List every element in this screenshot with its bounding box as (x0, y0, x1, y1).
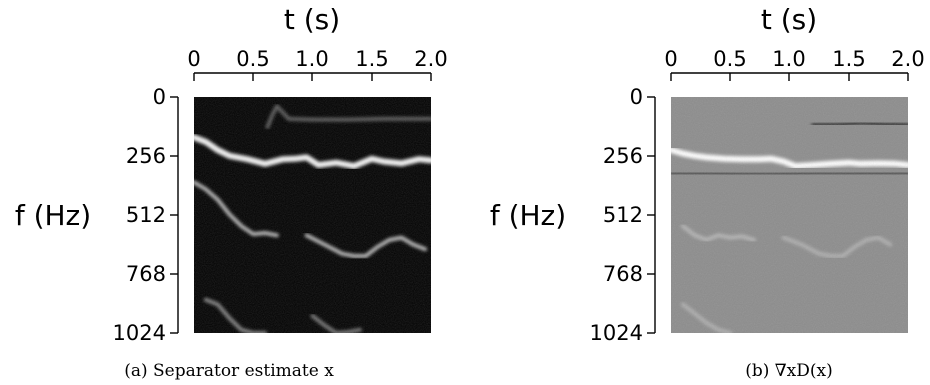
panel-b-xtick-label: 2.0 (891, 47, 924, 71)
panel-a-tracks (194, 97, 431, 333)
panel-a-xtick-label: 0.5 (236, 47, 269, 71)
panel-b-tracks (671, 97, 908, 333)
panel-a-xtick-label: 2.0 (414, 47, 447, 71)
panel-b-ytick-label: 256 (603, 144, 643, 168)
panel-b: t (s) f (Hz) 0 0.5 1.0 1.5 2.0 0 256 512… (490, 3, 925, 381)
panel-a-texture (194, 97, 431, 333)
panel-a-ytick-label: 512 (126, 203, 166, 227)
panel-b-ytick-label: 0 (630, 85, 643, 109)
panel-a-ticks: 0 0.5 1.0 1.5 2.0 0 256 512 768 1024 (113, 47, 448, 345)
panel-a-ytick-label: 256 (126, 144, 166, 168)
panel-a: t (s) f (Hz) 0 0.5 1.0 1.5 2.0 0 256 512… (15, 3, 448, 381)
panel-a-ylabel: f (Hz) (15, 199, 91, 232)
panel-a-xtick-label: 1.5 (355, 47, 388, 71)
panel-b-ytick-label: 512 (603, 203, 643, 227)
panel-a-xlabel: t (s) (284, 3, 340, 36)
panel-b-ylabel: f (Hz) (490, 199, 566, 232)
panel-b-texture (671, 97, 908, 333)
panel-b-xtick-label: 1.0 (772, 47, 805, 71)
panel-b-xtick-label: 1.5 (832, 47, 865, 71)
panel-b-xtick-label: 0.5 (713, 47, 746, 71)
panel-a-ytick-label: 1024 (113, 321, 166, 345)
panel-b-xtick-label: 0 (664, 47, 677, 71)
panel-a-xtick-label: 0 (187, 47, 200, 71)
panel-b-ytick-label: 768 (603, 262, 643, 286)
panel-a-caption: (a) Separator estimate x (124, 361, 334, 381)
panel-a-ytick-label: 768 (126, 262, 166, 286)
panel-b-ticks: 0 0.5 1.0 1.5 2.0 0 256 512 768 1024 (590, 47, 925, 345)
panel-b-ytick-label: 1024 (590, 321, 643, 345)
panel-a-ytick-label: 0 (153, 85, 166, 109)
panel-b-xlabel: t (s) (761, 3, 817, 36)
panel-a-xtick-label: 1.0 (295, 47, 328, 71)
panel-b-caption: (b) ∇xD(x) (745, 361, 833, 381)
